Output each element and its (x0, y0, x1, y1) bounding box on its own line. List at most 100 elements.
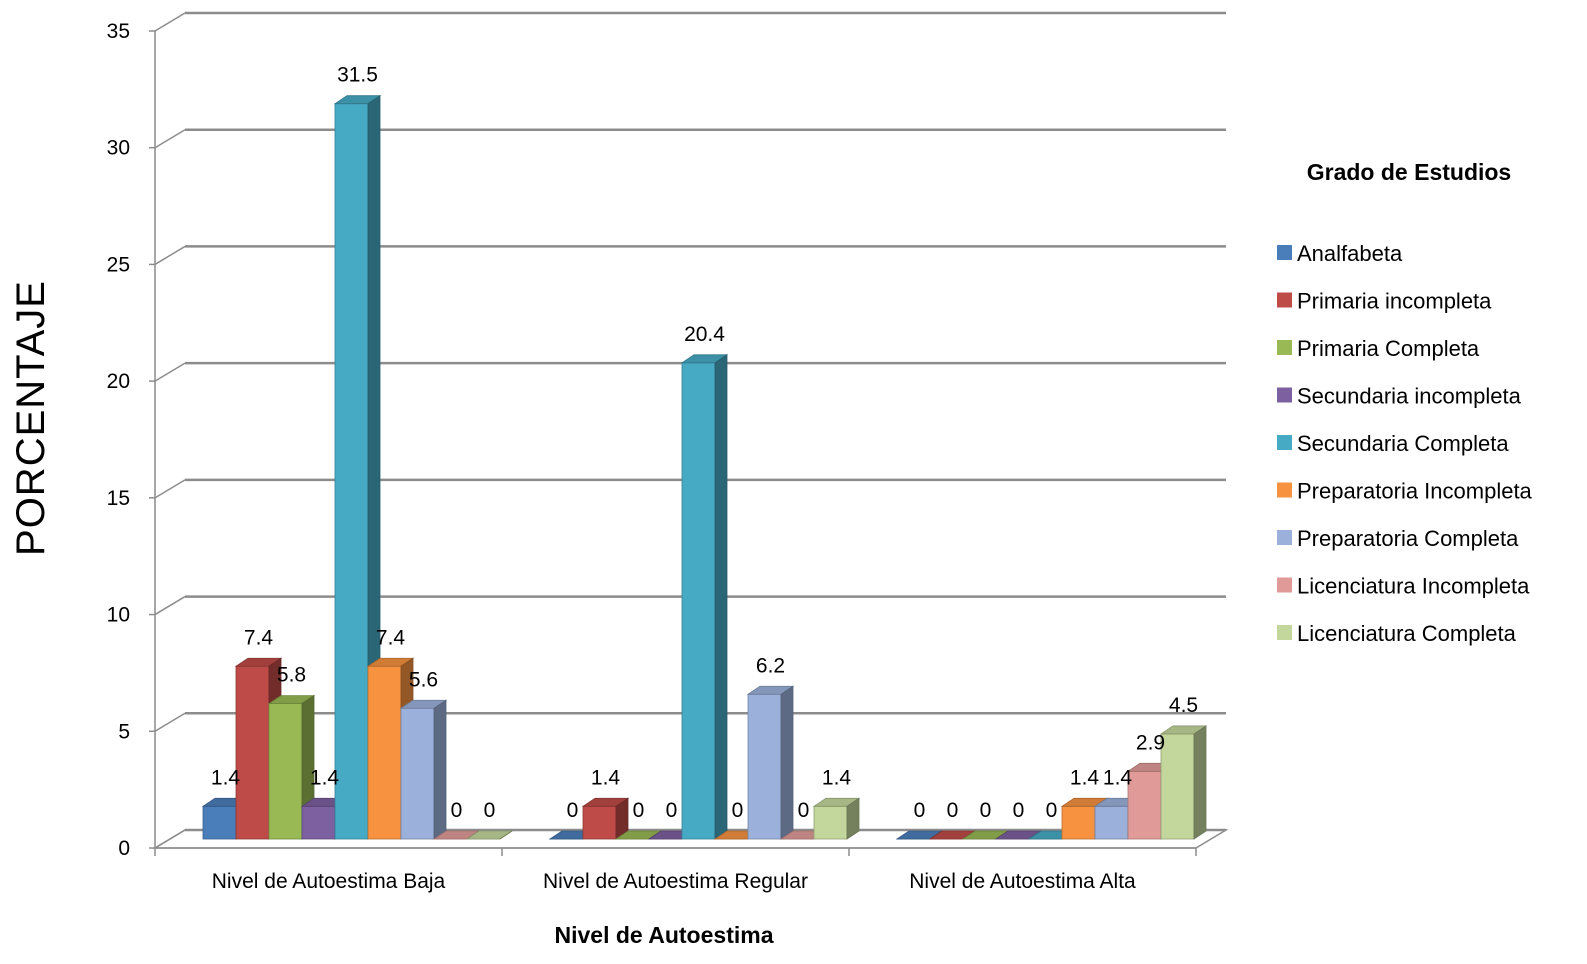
legend-swatch (1277, 625, 1292, 640)
gridline-side (155, 246, 185, 264)
y-tick-label: 35 (107, 20, 130, 43)
x-tick-label: Nivel de Autoestima Baja (212, 870, 446, 893)
bar-side (1194, 726, 1206, 839)
bar-front (269, 704, 302, 839)
bar-front (1128, 771, 1161, 839)
legend-swatch (1277, 293, 1292, 308)
legend-item: Analfabeta (1277, 241, 1403, 266)
data-label: 0 (980, 799, 992, 822)
legend-swatch (1277, 578, 1292, 593)
y-tick-label: 15 (107, 487, 130, 510)
legend-item: Preparatoria Incompleta (1277, 479, 1533, 504)
bar (583, 798, 628, 839)
data-label: 0 (1013, 799, 1025, 822)
y-tick-label: 30 (107, 137, 130, 160)
data-label: 2.9 (1136, 731, 1165, 754)
y-tick-label: 5 (118, 720, 130, 743)
bar-front (368, 666, 401, 839)
data-label: 1.4 (310, 766, 340, 789)
y-tick-label: 25 (107, 253, 130, 276)
legend-label: Analfabeta (1297, 241, 1403, 266)
y-tick-label: 0 (118, 837, 130, 860)
legend-item: Licenciatura Completa (1277, 621, 1517, 646)
bar-front (583, 806, 616, 839)
legend-item: Primaria incompleta (1277, 289, 1492, 314)
bar-front (682, 363, 715, 839)
bar-front (236, 666, 269, 839)
x-tick-label: Nivel de Autoestima Regular (543, 870, 808, 893)
legend-swatch (1277, 530, 1292, 545)
data-label: 0 (666, 799, 678, 822)
bar (682, 355, 727, 839)
legend-label: Secundaria Completa (1297, 431, 1509, 456)
y-axis-title: PORCENTAJE (9, 280, 53, 556)
legend-label: Primaria Completa (1297, 336, 1480, 361)
legend-swatch (1277, 388, 1292, 403)
x-tick-label: Nivel de Autoestima Alta (909, 870, 1136, 893)
bar (814, 798, 859, 839)
legend-item: Secundaria Completa (1277, 431, 1509, 456)
data-label: 1.4 (1070, 766, 1100, 789)
data-label: 0 (732, 799, 744, 822)
data-label: 20.4 (684, 323, 725, 346)
data-label: 31.5 (337, 64, 378, 87)
data-label: 0 (484, 799, 496, 822)
legend-swatch (1277, 340, 1292, 355)
bar-front (401, 708, 434, 839)
gridline-side (155, 597, 185, 615)
bar-front (302, 806, 335, 839)
bar-front (1095, 806, 1128, 839)
data-label: 4.5 (1169, 694, 1198, 717)
bar-front (814, 806, 847, 839)
data-label: 0 (798, 799, 810, 822)
bar (401, 700, 446, 839)
data-label: 0 (567, 799, 579, 822)
bar-front (1161, 734, 1194, 839)
bar-front (203, 806, 236, 839)
data-label: 7.4 (376, 626, 406, 649)
bar-front (1062, 806, 1095, 839)
legend-label: Primaria incompleta (1297, 289, 1492, 314)
legend-item: Licenciatura Incompleta (1277, 574, 1530, 599)
data-label: 1.4 (591, 766, 621, 789)
data-label: 0 (451, 799, 463, 822)
bar-side (781, 686, 793, 839)
data-label: 1.4 (822, 766, 852, 789)
data-label: 6.2 (756, 654, 785, 677)
legend-item: Secundaria incompleta (1277, 384, 1522, 409)
bar-front (748, 694, 781, 839)
bar (748, 686, 793, 839)
data-label: 0 (947, 799, 959, 822)
legend-item: Preparatoria Completa (1277, 526, 1519, 551)
gridline-side (155, 13, 185, 31)
y-tick-label: 10 (107, 604, 130, 627)
legend-label: Secundaria incompleta (1297, 384, 1522, 409)
bar-side (715, 355, 727, 839)
legend: Analfabeta Primaria incompleta Primaria Co… (1277, 241, 1533, 646)
legend-item: Primaria Completa (1277, 336, 1480, 361)
gridline-side (155, 713, 185, 731)
data-label: 7.4 (244, 626, 274, 649)
data-label: 1.4 (1103, 766, 1133, 789)
data-label: 5.8 (277, 664, 306, 687)
legend-title: Grado de Estudios (1307, 159, 1511, 185)
bar (1161, 726, 1206, 839)
data-label: 0 (1046, 799, 1058, 822)
data-label: 1.4 (211, 766, 241, 789)
bar-front (335, 104, 368, 839)
legend-label: Licenciatura Completa (1297, 621, 1517, 646)
legend-label: Preparatoria Completa (1297, 526, 1519, 551)
legend-label: Licenciatura Incompleta (1297, 574, 1530, 599)
legend-label: Preparatoria Incompleta (1297, 479, 1533, 504)
x-axis-title: Nivel de Autoestima (555, 922, 774, 948)
legend-swatch (1277, 483, 1292, 498)
gridline-side (155, 480, 185, 498)
data-label: 0 (914, 799, 926, 822)
gridline-side (155, 130, 185, 148)
gridline-side (155, 363, 185, 381)
data-label: 5.6 (409, 668, 438, 691)
legend-swatch (1277, 435, 1292, 450)
bars (203, 96, 1206, 839)
